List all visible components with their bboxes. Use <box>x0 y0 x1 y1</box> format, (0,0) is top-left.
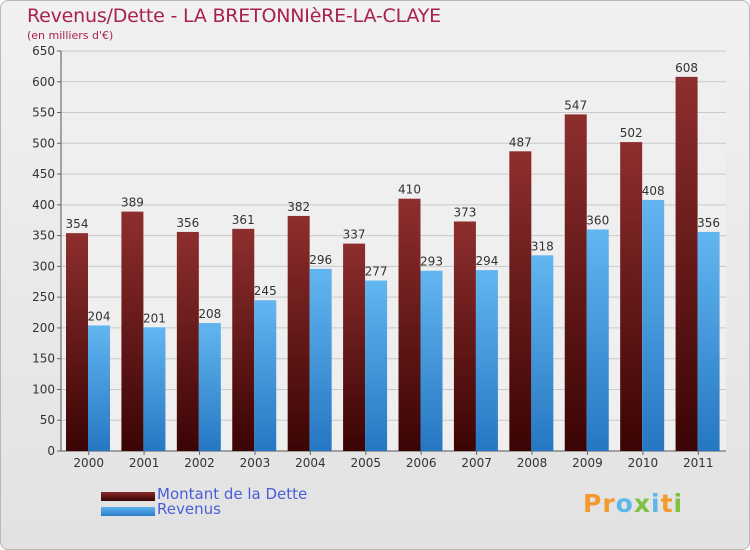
bar-debt <box>121 211 144 451</box>
data-label-revenue: 360 <box>586 213 609 227</box>
data-label-revenue: 293 <box>420 255 443 269</box>
bar-debt <box>509 151 532 452</box>
bar-debt <box>398 198 421 451</box>
data-label-revenue: 208 <box>198 307 221 321</box>
data-label-debt: 547 <box>564 98 587 112</box>
data-label-debt: 361 <box>232 213 255 227</box>
x-tick-label: 2006 <box>406 456 437 470</box>
x-tick-label: 2010 <box>628 456 659 470</box>
data-label-debt: 410 <box>398 183 421 197</box>
bar-revenue <box>88 325 110 451</box>
y-tick-label: 650 <box>32 44 55 58</box>
bar-revenue <box>642 199 665 451</box>
data-label-revenue: 294 <box>475 254 498 268</box>
y-tick-label: 0 <box>47 444 55 458</box>
bar-debt <box>66 233 88 451</box>
x-tick-label: 2004 <box>295 456 326 470</box>
plot-area <box>61 51 726 451</box>
bar-debt <box>232 228 255 451</box>
bar-revenue <box>475 270 498 451</box>
data-label-debt: 608 <box>675 61 698 75</box>
logo-letter: i <box>651 489 661 518</box>
y-tick-label: 500 <box>32 136 55 150</box>
data-label-revenue: 277 <box>365 265 388 279</box>
y-tick-label: 600 <box>32 75 55 89</box>
legend-swatch-debt <box>101 492 155 501</box>
logo-letter: r <box>602 489 616 518</box>
bar-revenue <box>697 231 720 451</box>
bar-debt <box>453 221 476 451</box>
bar-revenue <box>309 268 332 451</box>
y-tick-label: 450 <box>32 167 55 181</box>
bar-revenue <box>531 255 554 451</box>
data-label-debt: 373 <box>453 205 476 219</box>
data-label-debt: 337 <box>343 228 366 242</box>
y-tick-label: 100 <box>32 382 55 396</box>
y-tick-label: 550 <box>32 106 55 120</box>
legend-label-revenue: Revenus <box>157 500 221 518</box>
data-label-revenue: 201 <box>143 311 166 325</box>
legend-swatch-revenue <box>101 507 155 516</box>
data-label-revenue: 318 <box>531 239 554 253</box>
logo-letter: P <box>583 489 603 518</box>
x-tick-label: 2011 <box>683 456 714 470</box>
bar-revenue <box>420 270 443 451</box>
data-label-revenue: 296 <box>309 253 332 267</box>
chart-title: Revenus/Dette - LA BRETONNIèRE-LA-CLAYE <box>27 5 441 27</box>
y-tick-label: 400 <box>32 198 55 212</box>
logo-letter: x <box>633 489 651 518</box>
x-tick-label: 2000 <box>73 456 104 470</box>
data-label-debt: 502 <box>620 126 643 140</box>
bar-revenue <box>254 300 277 451</box>
y-tick-label: 200 <box>32 321 55 335</box>
legend-label-debt: Montant de la Dette <box>157 485 308 503</box>
x-tick-label: 2005 <box>351 456 382 470</box>
bar-revenue <box>586 229 609 451</box>
bar-revenue <box>365 280 388 451</box>
data-label-debt: 356 <box>176 216 199 230</box>
bar-revenue <box>198 323 221 451</box>
logo-letter: o <box>615 489 634 518</box>
y-tick-label: 50 <box>40 413 55 427</box>
bar-debt <box>287 215 310 451</box>
chart-subtitle: (en milliers d'€) <box>27 29 114 42</box>
x-tick-label: 2003 <box>240 456 271 470</box>
bar-debt <box>620 142 643 452</box>
y-tick-label: 350 <box>32 229 55 243</box>
data-label-debt: 487 <box>509 135 532 149</box>
bar-revenue <box>143 327 166 451</box>
data-label-revenue: 408 <box>642 184 665 198</box>
x-tick-label: 2007 <box>461 456 492 470</box>
data-label-revenue: 204 <box>88 309 111 323</box>
y-tick-label: 300 <box>32 259 55 273</box>
y-tick-label: 250 <box>32 290 55 304</box>
logo-letter: i <box>673 489 684 518</box>
data-label-revenue: 356 <box>697 216 720 230</box>
x-tick-label: 2008 <box>517 456 548 470</box>
y-tick-label: 150 <box>32 352 55 366</box>
bar-debt <box>176 231 199 451</box>
x-tick-label: 2002 <box>184 456 215 470</box>
logo-letter: t <box>660 489 674 518</box>
data-label-revenue: 245 <box>254 284 277 298</box>
bar-debt <box>675 76 698 451</box>
x-tick-label: 2009 <box>572 456 603 470</box>
data-label-debt: 389 <box>121 196 144 210</box>
bar-debt <box>564 114 587 451</box>
x-tick-label: 2001 <box>129 456 160 470</box>
proxiti-logo: Proxiti <box>583 489 683 518</box>
data-label-debt: 382 <box>287 200 310 214</box>
data-label-debt: 354 <box>66 217 89 231</box>
bar-debt <box>343 243 366 451</box>
